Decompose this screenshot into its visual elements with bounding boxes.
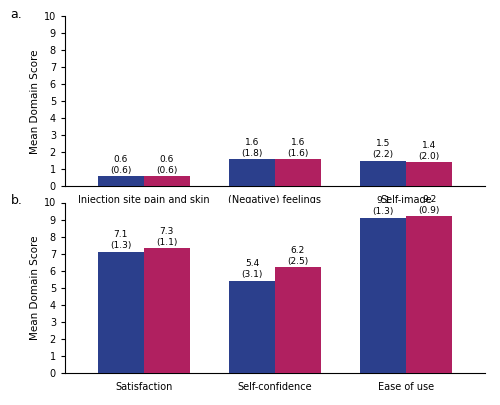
Y-axis label: Mean Domain Score: Mean Domain Score <box>30 235 40 340</box>
Text: 0.6
(0.6): 0.6 (0.6) <box>110 155 132 175</box>
Bar <box>360 218 406 373</box>
Text: 1.5
(2.2): 1.5 (2.2) <box>372 139 394 160</box>
Bar <box>144 176 190 186</box>
Bar <box>98 252 144 373</box>
Text: 1.6
(1.6): 1.6 (1.6) <box>288 138 308 158</box>
Text: 6.2
(2.5): 6.2 (2.5) <box>288 246 308 266</box>
Bar <box>406 162 452 186</box>
Bar <box>406 216 452 373</box>
Text: a.: a. <box>10 8 22 21</box>
Text: 5.4
(3.1): 5.4 (3.1) <box>242 259 262 279</box>
Bar <box>229 159 275 186</box>
Bar <box>229 281 275 373</box>
Bar <box>144 248 190 373</box>
Text: 0.6
(0.6): 0.6 (0.6) <box>156 155 178 175</box>
Bar <box>98 176 144 186</box>
Text: b.: b. <box>10 194 22 207</box>
Bar <box>275 267 321 373</box>
Text: 7.1
(1.3): 7.1 (1.3) <box>110 230 132 250</box>
Bar <box>275 159 321 186</box>
Text: 9.2
(0.9): 9.2 (0.9) <box>418 195 440 215</box>
Text: 7.3
(1.1): 7.3 (1.1) <box>156 227 178 247</box>
Text: 9.1
(1.3): 9.1 (1.3) <box>372 196 394 216</box>
Y-axis label: Mean Domain Score: Mean Domain Score <box>30 49 40 153</box>
Text: 1.4
(2.0): 1.4 (2.0) <box>418 141 440 161</box>
Text: 1.6
(1.8): 1.6 (1.8) <box>242 138 262 158</box>
Bar <box>360 161 406 186</box>
